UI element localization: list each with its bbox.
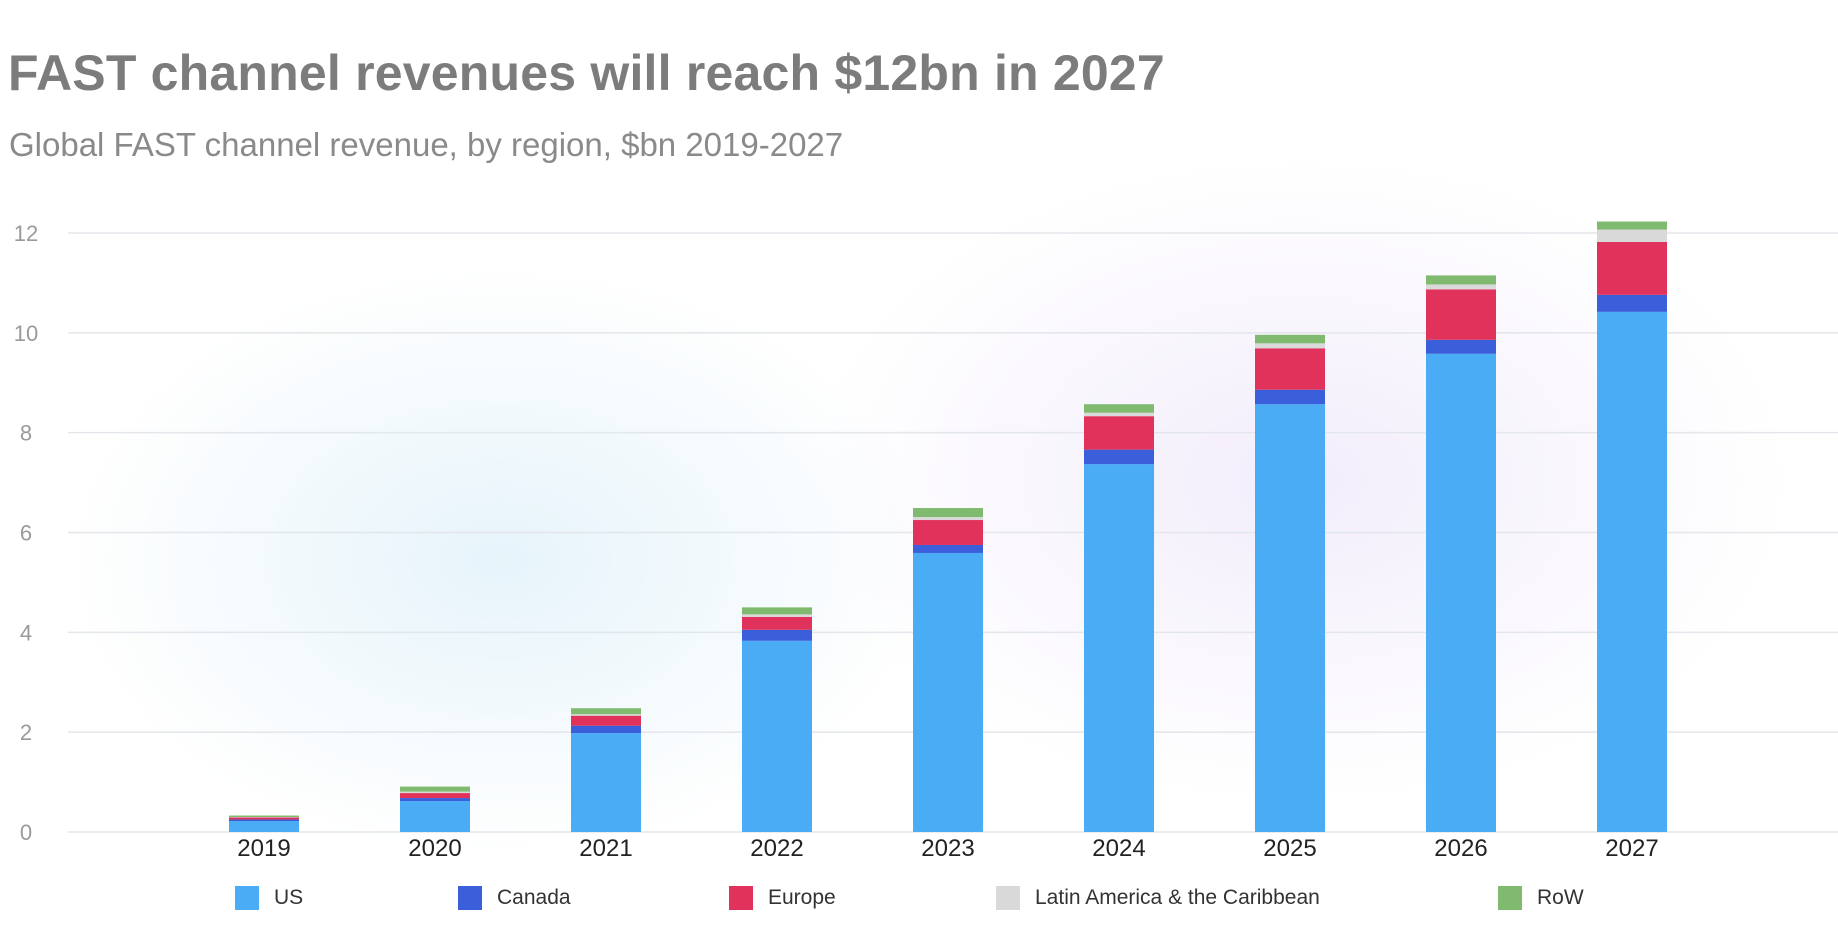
legend-swatch-europe	[729, 886, 753, 910]
bar-stack-2024	[1084, 404, 1154, 832]
bar-europe-2020	[400, 793, 470, 799]
y-tick-label: 8	[20, 421, 32, 446]
bar-latin-america-and-the-caribbean-2025	[1255, 343, 1325, 349]
y-axis-ticks: 0 2 4 6 8 10 12	[14, 221, 38, 845]
y-tick-label: 4	[20, 620, 32, 645]
bar-europe-2025	[1255, 348, 1325, 390]
legend-label-latin-america: Latin America & the Caribbean	[1035, 886, 1320, 909]
bar-row-2021	[571, 708, 641, 715]
bar-us-2022	[742, 640, 812, 832]
bar-latin-america-and-the-caribbean-2023	[913, 517, 983, 521]
bar-canada-2019	[229, 819, 299, 822]
x-tick-label: 2026	[1434, 835, 1487, 862]
bar-stack-2020	[400, 786, 470, 832]
bar-us-2025	[1255, 404, 1325, 832]
x-tick-label: 2025	[1263, 835, 1316, 862]
bar-europe-2023	[913, 520, 983, 545]
bar-europe-2026	[1426, 289, 1496, 340]
legend-label-europe: Europe	[768, 886, 836, 909]
legend-item-latin-america[interactable]: Latin America & the Caribbean	[996, 886, 1320, 910]
bar-row-2026	[1426, 275, 1496, 285]
bar-latin-america-and-the-caribbean-2026	[1426, 284, 1496, 290]
bar-latin-america-and-the-caribbean-2021	[571, 714, 641, 716]
y-tick-label: 10	[14, 321, 38, 346]
bar-row-2020	[400, 786, 470, 792]
bar-canada-2020	[400, 798, 470, 802]
legend-item-us[interactable]: US	[235, 886, 303, 910]
legend-swatch-row	[1498, 886, 1522, 910]
bar-us-2021	[571, 733, 641, 832]
bar-stack-2021	[571, 708, 641, 832]
bar-row-2027	[1597, 221, 1667, 230]
legend-label-us: US	[274, 886, 304, 909]
bar-canada-2024	[1084, 449, 1154, 465]
bar-canada-2021	[571, 725, 641, 734]
bar-europe-2022	[742, 616, 812, 630]
bar-row-2025	[1255, 334, 1325, 344]
x-tick-label: 2021	[579, 835, 632, 862]
y-tick-label: 0	[20, 820, 32, 845]
x-tick-label: 2027	[1605, 835, 1658, 862]
legend-label-row: RoW	[1537, 886, 1584, 909]
legend-label-canada: Canada	[497, 886, 571, 909]
bar-stack-2027	[1597, 221, 1667, 832]
bar-us-2019	[229, 821, 299, 832]
bar-us-2024	[1084, 464, 1154, 832]
bar-canada-2027	[1597, 294, 1667, 312]
chart-title: FAST channel revenues will reach $12bn i…	[8, 45, 1165, 101]
bar-latin-america-and-the-caribbean-2027	[1597, 229, 1667, 242]
bar-us-2026	[1426, 353, 1496, 832]
legend-swatch-canada	[458, 886, 482, 910]
bar-canada-2026	[1426, 339, 1496, 354]
bar-latin-america-and-the-caribbean-2024	[1084, 412, 1154, 417]
bar-canada-2022	[742, 629, 812, 641]
bar-europe-2021	[571, 715, 641, 726]
bar-europe-2027	[1597, 241, 1667, 295]
x-axis-ticks: 2019 2020 2021 2022 2023 2024 2025 2026 2027	[237, 835, 1658, 862]
bar-europe-2024	[1084, 416, 1154, 450]
x-tick-label: 2023	[921, 835, 974, 862]
bar-stack-2025	[1255, 334, 1325, 832]
bar-canada-2025	[1255, 389, 1325, 405]
x-tick-label: 2024	[1092, 835, 1145, 862]
bar-stack-2023	[913, 508, 983, 832]
legend-swatch-us	[235, 886, 259, 910]
bars	[229, 221, 1667, 832]
bar-stack-2026	[1426, 275, 1496, 832]
x-tick-label: 2022	[750, 835, 803, 862]
bar-canada-2023	[913, 544, 983, 553]
legend-swatch-latin-america	[996, 886, 1020, 910]
x-tick-label: 2019	[237, 835, 290, 862]
x-tick-label: 2020	[408, 835, 461, 862]
bar-latin-america-and-the-caribbean-2020	[400, 791, 470, 794]
bar-latin-america-and-the-caribbean-2022	[742, 614, 812, 617]
bar-row-2019	[229, 815, 299, 818]
y-tick-label: 12	[14, 221, 38, 246]
legend-item-canada[interactable]: Canada	[458, 886, 571, 910]
bar-row-2023	[913, 508, 983, 518]
bar-stack-2019	[229, 815, 299, 832]
chart-subtitle: Global FAST channel revenue, by region, …	[9, 126, 844, 163]
bar-us-2020	[400, 801, 470, 832]
bar-stack-2022	[742, 607, 812, 832]
legend: US Canada Europe Latin America & the Car…	[0, 886, 1838, 914]
y-tick-label: 6	[20, 521, 32, 546]
legend-item-europe[interactable]: Europe	[729, 886, 836, 910]
bar-row-2024	[1084, 404, 1154, 413]
bar-us-2027	[1597, 311, 1667, 832]
bar-europe-2019	[229, 817, 299, 820]
bar-row-2022	[742, 607, 812, 615]
legend-item-row[interactable]: RoW	[1498, 886, 1584, 910]
bar-us-2023	[913, 552, 983, 832]
y-tick-label: 2	[20, 720, 32, 745]
